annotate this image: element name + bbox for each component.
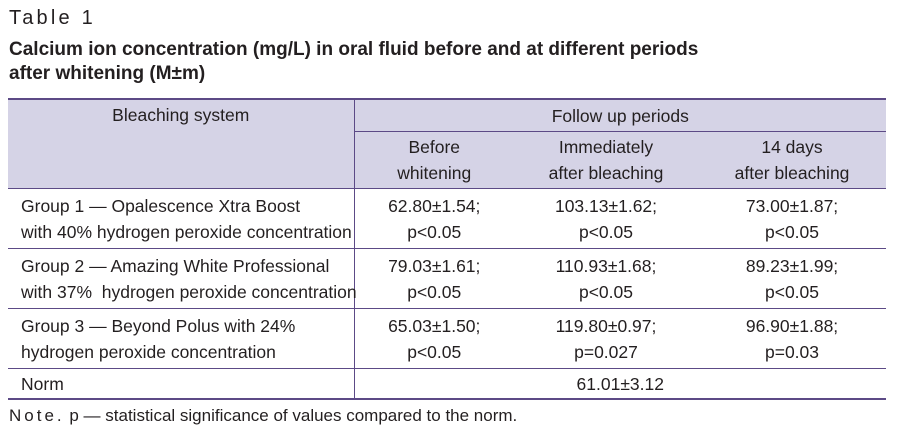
group-2-line2: with 37% hydrogen peroxide concentration	[21, 281, 357, 302]
header-period-before-line2: whitening	[397, 163, 472, 183]
group-2-14-days: 89.23±1.99; p<0.05	[698, 248, 887, 309]
group-1-line1: Group 1 — Opalescence Xtra Boost	[21, 195, 301, 216]
header-period-before-line1: Before	[408, 137, 461, 157]
header-period-14-days-line1: 14 days	[761, 137, 823, 157]
group-1-immediately-p: p<0.05	[578, 221, 633, 242]
group-1-before: 62.80±1.54; p<0.05	[353, 188, 514, 249]
header-period-before: Before whitening	[353, 131, 514, 189]
header-period-immediately-line2: after bleaching	[548, 163, 664, 183]
group-3-before-mean: 65.03±1.50;	[388, 315, 481, 336]
group-3-line1: Group 3 — Beyond Polus with 24%	[21, 315, 296, 336]
table-note: Note. p — statistical significance of va…	[9, 405, 517, 427]
calcium-table: Bleaching system Follow up periods Befor…	[8, 98, 887, 400]
table-row-group-2: Group 2 — Amazing White Professional wit…	[8, 248, 887, 309]
group-3-14-days-p: p=0.03	[765, 341, 820, 362]
group-2-before-p: p<0.05	[407, 281, 462, 302]
group-1-immediately: 103.13±1.62; p<0.05	[514, 188, 698, 249]
group-1-14-days-mean: 73.00±1.87;	[745, 195, 839, 216]
note-text: p — statistical significance of values c…	[69, 406, 518, 425]
header-period-14-days: 14 days after bleaching	[698, 131, 887, 189]
header-row-top: Bleaching system Follow up periods	[8, 98, 887, 189]
header-period-14-days-line2: after bleaching	[734, 163, 850, 183]
group-1-14-days-p: p<0.05	[765, 221, 820, 242]
group-2-immediately-mean: 110.93±1.68;	[555, 255, 657, 276]
table-label: Table 1	[9, 7, 96, 29]
header-follow-up-periods: Follow up periods	[353, 98, 887, 132]
norm-label: Norm	[8, 368, 354, 400]
table-row-norm: Norm 61.01±3.12	[8, 368, 887, 400]
group-3-immediately-mean: 119.80±0.97;	[555, 315, 657, 336]
group-3-14-days: 96.90±1.88; p=0.03	[698, 308, 887, 369]
note-word: Note.	[9, 406, 65, 425]
caption-line-2: after whitening (M±m)	[9, 63, 206, 84]
table-row-group-3: Group 3 — Beyond Polus with 24% hydrogen…	[8, 308, 887, 369]
table-row-group-1: Group 1 — Opalescence Xtra Boost with 40…	[8, 188, 887, 249]
group-3-immediately: 119.80±0.97; p=0.027	[514, 308, 698, 369]
header-period-immediately-line1: Immediately	[558, 137, 654, 157]
group-2-label: Group 2 — Amazing White Professional wit…	[8, 248, 357, 309]
norm-value: 61.01±3.12	[353, 368, 887, 400]
group-2-immediately-p: p<0.05	[578, 281, 633, 302]
group-1-line2: with 40% hydrogen peroxide concentration	[21, 221, 352, 242]
group-2-immediately: 110.93±1.68; p<0.05	[514, 248, 698, 309]
group-2-before: 79.03±1.61; p<0.05	[353, 248, 514, 309]
group-1-before-mean: 62.80±1.54;	[388, 195, 481, 216]
group-2-14-days-mean: 89.23±1.99;	[745, 255, 839, 276]
group-1-before-p: p<0.05	[407, 221, 462, 242]
group-2-before-mean: 79.03±1.61;	[388, 255, 481, 276]
group-2-14-days-p: p<0.05	[765, 281, 820, 302]
group-1-14-days: 73.00±1.87; p<0.05	[698, 188, 887, 249]
group-3-before-p: p<0.05	[407, 341, 462, 362]
caption-line-1: Calcium ion concentration (mg/L) in oral…	[9, 39, 699, 60]
group-1-immediately-mean: 103.13±1.62;	[554, 195, 658, 216]
group-3-label: Group 3 — Beyond Polus with 24% hydrogen…	[8, 308, 354, 369]
group-2-line1: Group 2 — Amazing White Professional	[21, 255, 330, 276]
group-3-immediately-p: p=0.027	[574, 341, 638, 362]
table-caption: Calcium ion concentration (mg/L) in oral…	[9, 38, 869, 86]
group-1-label: Group 1 — Opalescence Xtra Boost with 40…	[8, 188, 354, 249]
header-bleaching-system: Bleaching system	[8, 98, 354, 189]
group-3-14-days-mean: 96.90±1.88;	[745, 315, 839, 336]
header-period-immediately: Immediately after bleaching	[514, 131, 698, 189]
header-row-periods: Before whitening Immediately after bleac…	[8, 131, 887, 189]
group-3-before: 65.03±1.50; p<0.05	[353, 308, 514, 369]
group-3-line2: hydrogen peroxide concentration	[21, 341, 276, 362]
